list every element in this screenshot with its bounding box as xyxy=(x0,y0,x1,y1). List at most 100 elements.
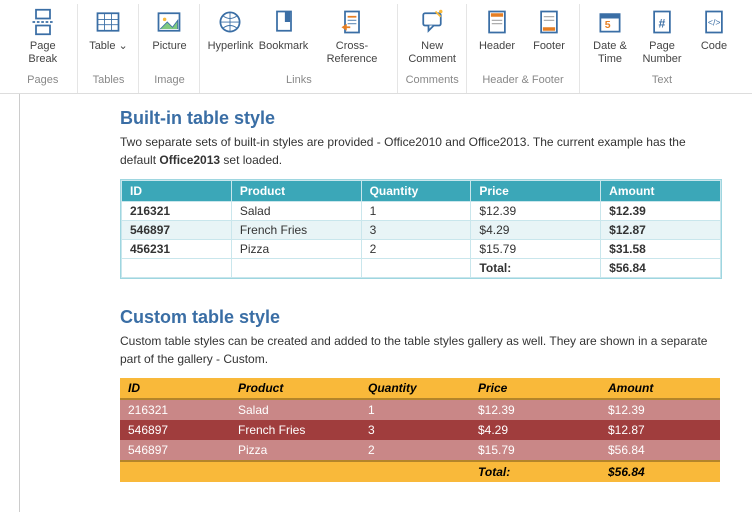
ribbon-group-label: Header & Footer xyxy=(482,70,563,92)
header-button[interactable]: Header xyxy=(473,4,521,55)
page-break-button[interactable]: Page Break xyxy=(14,4,71,68)
table-cell: French Fries xyxy=(230,420,360,440)
table-total-row: Total: $56.84 xyxy=(122,259,721,278)
table-cell: 546897 xyxy=(120,440,230,461)
page-number-button[interactable]: # Page Number xyxy=(638,4,686,68)
svg-text:#: # xyxy=(659,16,666,30)
ribbon-group-header-footer: Header Footer Header & Footer xyxy=(467,4,580,93)
new-comment-label: New Comment xyxy=(408,40,456,66)
builtin-text-post: set loaded. xyxy=(220,153,282,167)
ribbon-group-text: 5 Date & Time # Page Number </> Code Text xyxy=(580,4,744,93)
ribbon-group-image: PictureImage xyxy=(139,4,200,93)
table-cell: 2 xyxy=(361,240,471,259)
page-break-label: Page Break xyxy=(18,40,67,66)
table-cell xyxy=(120,461,230,482)
page-gutter xyxy=(0,94,20,512)
table-label: Table ⌄ xyxy=(89,40,128,53)
table-cell: $12.39 xyxy=(470,399,600,420)
table-row: 546897French Fries3$4.29$12.87 xyxy=(122,221,721,240)
page-content: Built-in table style Two separate sets o… xyxy=(20,94,752,512)
code-label: Code xyxy=(701,40,727,53)
cross-reference-label: Cross-Reference xyxy=(317,40,388,66)
cross-reference-icon xyxy=(338,6,366,38)
table-cell: $12.87 xyxy=(600,420,720,440)
table-cell: $12.87 xyxy=(601,221,721,240)
table-icon xyxy=(94,6,122,38)
table-total-label: Total: xyxy=(470,461,600,482)
new-comment-icon xyxy=(418,6,446,38)
table-row: 216321Salad1$12.39$12.39 xyxy=(122,202,721,221)
table-row: 546897French Fries3$4.29$12.87 xyxy=(120,420,720,440)
ribbon-group-label: Text xyxy=(652,70,672,92)
table-button[interactable]: Table ⌄ xyxy=(84,4,132,55)
table-cell xyxy=(230,461,360,482)
table-cell: French Fries xyxy=(231,221,361,240)
table-row: 456231Pizza2$15.79$31.58 xyxy=(122,240,721,259)
table-header: Product xyxy=(231,181,361,202)
table-row: 216321Salad1$12.39$12.39 xyxy=(120,399,720,420)
table-cell: 216321 xyxy=(122,202,232,221)
builtin-text-bold: Office2013 xyxy=(159,153,220,167)
table-total-value: $56.84 xyxy=(601,259,721,278)
table-cell xyxy=(360,461,470,482)
picture-button[interactable]: Picture xyxy=(145,4,193,55)
table-cell xyxy=(231,259,361,278)
table-header: Quantity xyxy=(361,181,471,202)
table-cell: $12.39 xyxy=(601,202,721,221)
table-cell: 546897 xyxy=(120,420,230,440)
date-time-label: Date & Time xyxy=(593,40,627,66)
ribbon: Page BreakPagesTable ⌄TablesPictureImage… xyxy=(0,0,752,94)
table-cell: 546897 xyxy=(122,221,232,240)
table-cell xyxy=(361,259,471,278)
new-comment-button[interactable]: New Comment xyxy=(404,4,460,68)
table-header: Price xyxy=(470,378,600,399)
page-number-label: Page Number xyxy=(642,40,681,66)
table-header: Quantity xyxy=(360,378,470,399)
table-header: ID xyxy=(120,378,230,399)
table-cell: $12.39 xyxy=(471,202,601,221)
table-cell: 3 xyxy=(361,221,471,240)
hyperlink-label: Hyperlink xyxy=(208,40,254,53)
table-cell: $15.79 xyxy=(470,440,600,461)
table-total-row: Total: $56.84 xyxy=(120,461,720,482)
builtin-title: Built-in table style xyxy=(120,108,722,129)
table-header: Amount xyxy=(601,181,721,202)
custom-table: IDProductQuantityPriceAmount216321Salad1… xyxy=(120,378,720,482)
builtin-description: Two separate sets of built-in styles are… xyxy=(120,133,720,169)
custom-title: Custom table style xyxy=(120,307,722,328)
bookmark-label: Bookmark xyxy=(259,40,309,53)
custom-description: Custom table styles can be created and a… xyxy=(120,332,720,368)
builtin-table-wrap: IDProductQuantityPriceAmount216321Salad1… xyxy=(120,179,722,279)
cross-reference-button[interactable]: Cross-Reference xyxy=(313,4,392,68)
date-time-button[interactable]: 5 Date & Time xyxy=(586,4,634,68)
ribbon-group-tables: Table ⌄ Tables xyxy=(78,4,139,93)
table-header: Product xyxy=(230,378,360,399)
table-cell: Salad xyxy=(230,399,360,420)
table-cell: Pizza xyxy=(230,440,360,461)
footer-icon xyxy=(535,6,563,38)
table-cell: Salad xyxy=(231,202,361,221)
bookmark-button[interactable]: Bookmark xyxy=(258,4,308,55)
code-button[interactable]: </> Code xyxy=(690,4,738,55)
hyperlink-button[interactable]: Hyperlink xyxy=(206,4,254,55)
ribbon-group-label: Links xyxy=(286,70,312,92)
header-label: Header xyxy=(479,40,515,53)
picture-icon xyxy=(155,6,183,38)
table-header: ID xyxy=(122,181,232,202)
table-cell: $15.79 xyxy=(471,240,601,259)
date-time-icon: 5 xyxy=(596,6,624,38)
table-cell: 3 xyxy=(360,420,470,440)
ribbon-group-label: Tables xyxy=(93,70,125,92)
svg-text:</>: </> xyxy=(708,18,721,28)
code-icon: </> xyxy=(700,6,728,38)
table-cell: $4.29 xyxy=(470,420,600,440)
table-header: Price xyxy=(471,181,601,202)
document-area: Built-in table style Two separate sets o… xyxy=(0,94,752,512)
table-total-label: Total: xyxy=(471,259,601,278)
table-cell: Pizza xyxy=(231,240,361,259)
table-cell: $4.29 xyxy=(471,221,601,240)
ribbon-group-label: Comments xyxy=(406,70,459,92)
footer-button[interactable]: Footer xyxy=(525,4,573,55)
table-header-row: IDProductQuantityPriceAmount xyxy=(122,181,721,202)
svg-text:5: 5 xyxy=(605,19,611,31)
